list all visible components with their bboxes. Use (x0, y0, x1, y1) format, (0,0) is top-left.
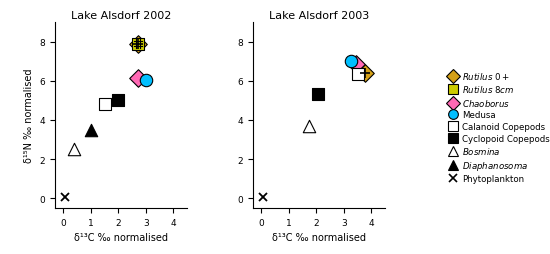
Point (86, 128, 95, 132)
Point (134, 42, 142, 46)
Point (314, 93, 322, 97)
Point (347, 60, 356, 64)
Point (352, 63, 361, 67)
Point (361, 72, 370, 76)
Legend: $\it{Rutilus\ 0+}$, $\it{Rutilus\ 8cm}$, $\it{Chaoborus}$, Medusa, Calanoid Cope: $\it{Rutilus\ 0+}$, $\it{Rutilus\ 8cm}$,… (446, 69, 550, 185)
Point (70, 148, 79, 152)
Y-axis label: δ¹⁵N ‰ normalised: δ¹⁵N ‰ normalised (24, 69, 34, 163)
X-axis label: δ¹³C ‰ normalised: δ¹³C ‰ normalised (74, 232, 168, 242)
Point (100, 103, 109, 107)
Point (141, 78, 150, 83)
X-axis label: δ¹³C ‰ normalised: δ¹³C ‰ normalised (272, 232, 366, 242)
Title: Lake Alsdorf 2002: Lake Alsdorf 2002 (71, 11, 171, 21)
Point (354, 73, 362, 77)
Point (114, 99, 123, 103)
Point (134, 76, 142, 81)
Title: Lake Alsdorf 2003: Lake Alsdorf 2003 (269, 11, 369, 21)
Point (134, 42, 142, 46)
Point (305, 124, 314, 128)
